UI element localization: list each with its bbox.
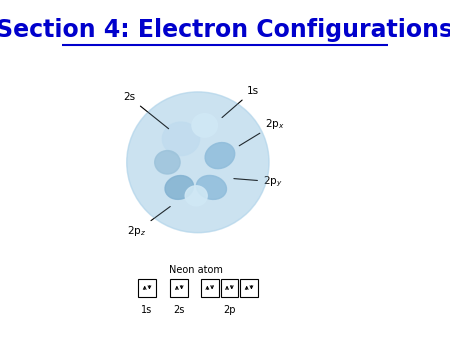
Text: 2p$_x$: 2p$_x$ xyxy=(239,117,285,146)
FancyBboxPatch shape xyxy=(138,279,156,297)
Circle shape xyxy=(127,92,269,233)
Ellipse shape xyxy=(185,186,207,206)
Text: 2p$_z$: 2p$_z$ xyxy=(127,207,170,238)
Ellipse shape xyxy=(192,114,217,137)
Ellipse shape xyxy=(205,143,235,169)
Text: 1s: 1s xyxy=(141,305,153,315)
Ellipse shape xyxy=(162,122,200,155)
Ellipse shape xyxy=(155,150,180,174)
Text: 2p: 2p xyxy=(223,305,236,315)
Ellipse shape xyxy=(196,175,226,199)
Circle shape xyxy=(127,92,269,233)
Text: 1s: 1s xyxy=(222,86,259,118)
FancyBboxPatch shape xyxy=(201,279,219,297)
FancyBboxPatch shape xyxy=(240,279,258,297)
Text: Section 4: Electron Configurations: Section 4: Electron Configurations xyxy=(0,18,450,42)
Ellipse shape xyxy=(165,175,194,199)
Text: 2p$_y$: 2p$_y$ xyxy=(234,174,283,189)
FancyBboxPatch shape xyxy=(220,279,238,297)
Text: 2s: 2s xyxy=(174,305,185,315)
FancyBboxPatch shape xyxy=(171,279,188,297)
Text: Neon atom: Neon atom xyxy=(169,265,223,274)
Text: 2s: 2s xyxy=(123,92,169,129)
